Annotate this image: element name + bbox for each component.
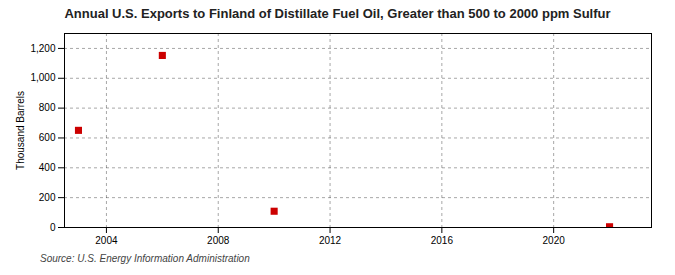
svg-text:Thousand Barrels: Thousand Barrels: [15, 91, 26, 170]
svg-text:2012: 2012: [319, 235, 342, 246]
svg-text:200: 200: [39, 192, 56, 203]
html-text:Annual U.S. Exports to Finland: Annual U.S. Exports to Finland of Distil…: [64, 6, 611, 21]
svg-text:600: 600: [39, 132, 56, 143]
svg-text:2016: 2016: [431, 235, 454, 246]
svg-text:800: 800: [39, 102, 56, 113]
html-text:Source: U.S. Energy Informatio: Source: U.S. Energy Information Administ…: [40, 253, 250, 264]
svg-text:1,200: 1,200: [30, 43, 55, 54]
svg-text:0: 0: [50, 222, 56, 233]
svg-text:2008: 2008: [207, 235, 230, 246]
svg-text:400: 400: [39, 162, 56, 173]
svg-text:2020: 2020: [543, 235, 566, 246]
svg-text:2004: 2004: [95, 235, 118, 246]
svg-text:1,000: 1,000: [30, 72, 55, 83]
